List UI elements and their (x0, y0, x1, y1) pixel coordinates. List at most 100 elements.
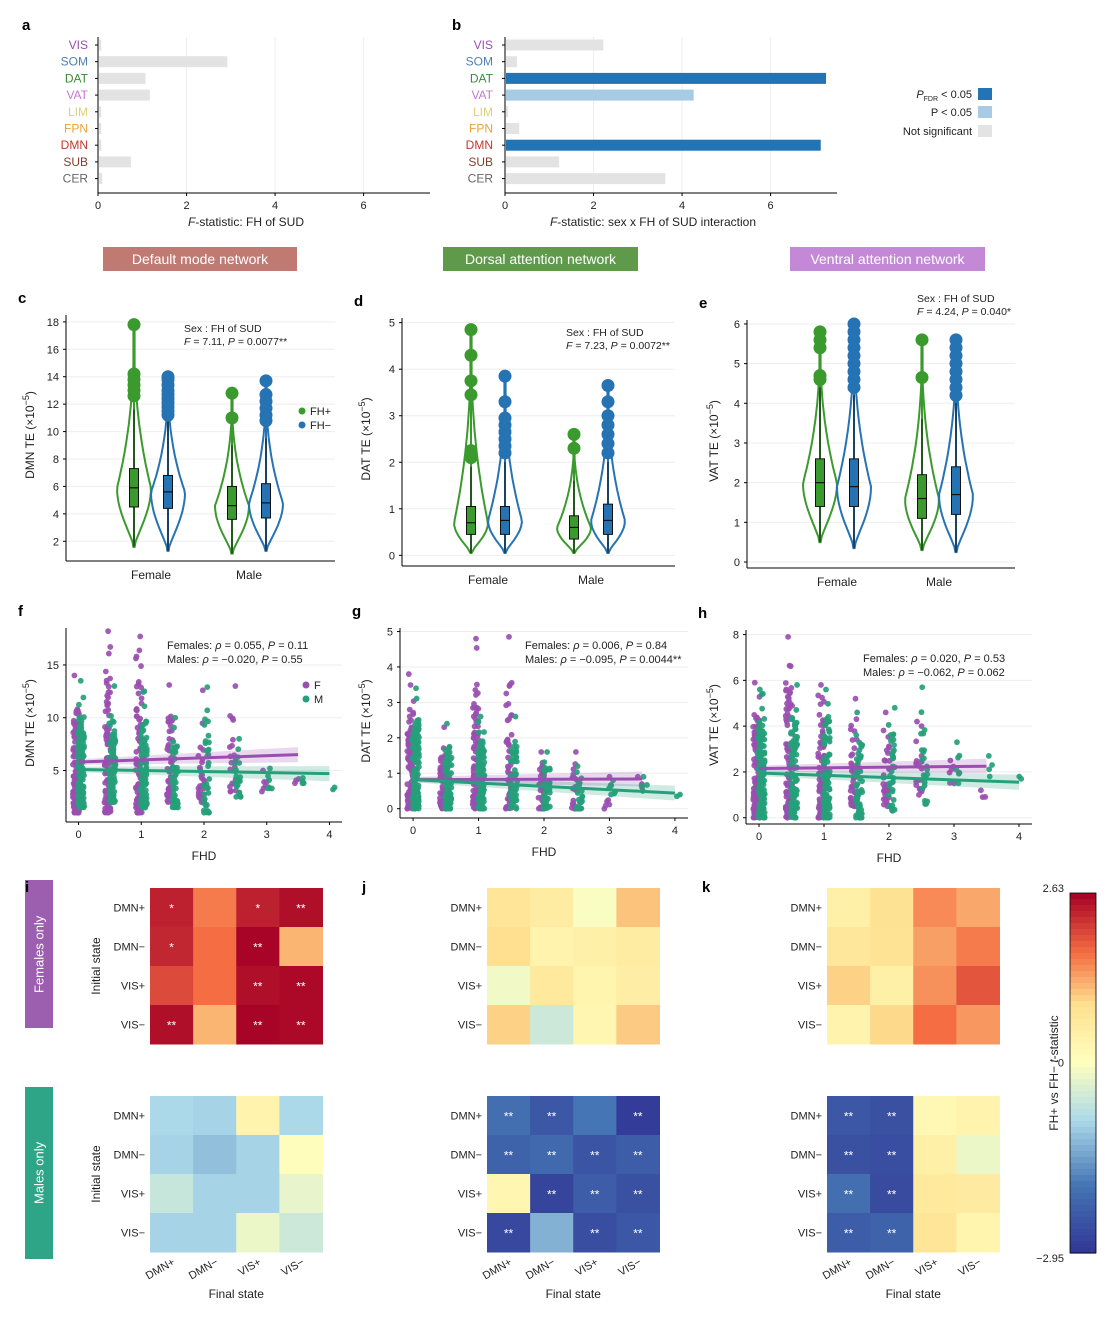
y-tick-label-c-16: 16 (47, 344, 59, 356)
bar-a-fpn (99, 123, 102, 134)
data-point-h-m-1-92 (792, 720, 798, 727)
data-point-g-m-0-122 (414, 739, 420, 746)
heatmap-cell-2-2-2 (573, 966, 617, 1006)
y-tick-label-c-2: 2 (53, 536, 59, 548)
colorbar-segment-55 (1070, 1223, 1096, 1230)
data-point-f-f-3-0 (166, 682, 173, 688)
data-point-h-f-3-0 (852, 695, 859, 702)
data-point-f-m-1-96 (109, 798, 116, 805)
data-point-g-f-3-0 (506, 633, 512, 640)
data-point-h-m-2-89 (826, 805, 833, 812)
data-point-h-f-5-18 (913, 778, 920, 785)
colorbar-segment-15 (1070, 983, 1096, 990)
x-tick-label-h-1: 1 (821, 831, 827, 843)
heatmap-cell-4-1-3 (956, 927, 1000, 967)
y-tick-label-g-2: 2 (387, 733, 393, 745)
data-point-g-m-4-35 (541, 766, 548, 772)
data-point-h-f-7-0 (978, 787, 984, 794)
heatmap-cell-1-3-1 (193, 1213, 237, 1253)
y-tick-label-g-1: 1 (387, 768, 393, 780)
heatmap-cell-5-0-3 (956, 1096, 1000, 1136)
y-tick-label-c-14: 14 (47, 372, 59, 384)
data-point-f-m-3-7 (170, 738, 177, 745)
colorbar-segment-44 (1070, 1157, 1096, 1164)
data-point-g-m-0-130 (409, 735, 416, 741)
data-point-g-m-4-34 (544, 804, 551, 811)
bar-a-dat (99, 72, 146, 84)
y-axis-title-h: VAT TE (×10−5) (705, 684, 721, 766)
heatmap-cell-4-1-0 (827, 927, 871, 967)
colorbar-segment-0 (1070, 893, 1096, 900)
panel-label-g: g (352, 603, 361, 620)
data-point-f-f-5-6 (230, 736, 236, 743)
heatmap-row-label-3-3: VIS− (458, 1228, 482, 1240)
data-point-g-f-2-0 (473, 635, 479, 642)
data-point-h-m-5-13 (921, 779, 928, 786)
x-axis-title-h: FHD (877, 851, 902, 865)
data-point-h-f-0-93 (750, 785, 757, 792)
outlier-d-3-3 (601, 418, 615, 432)
heatmap-cell-5-0-0 (827, 1096, 871, 1136)
data-point-f-m-5-18 (236, 789, 243, 796)
data-point-h-f-1-25 (782, 680, 789, 686)
colorbar-frame (1069, 892, 1097, 1254)
heatmap-cell-0-1-0 (150, 927, 194, 967)
heatmap-x-title-5: Final state (886, 1287, 942, 1301)
heatmap-cell-2-0-0 (487, 888, 531, 928)
heatmap-cell-2-3-2 (573, 1005, 617, 1045)
panel-label-h: h (698, 605, 707, 622)
data-point-h-f-5-16 (913, 760, 920, 767)
significance-star-0-3-0: ** (167, 1019, 177, 1033)
data-point-g-m-0-111 (412, 750, 419, 757)
category-label-b-sub: SUB (468, 155, 493, 169)
banner-ventral-attention-network: Ventral attention network (790, 247, 985, 271)
data-point-f-m-6-6 (266, 777, 273, 783)
data-point-f-m-2-10 (138, 733, 144, 740)
data-point-f-f-3-37 (164, 797, 171, 804)
data-point-g-m-5-21 (577, 799, 584, 806)
data-point-g-m-0-102 (416, 763, 422, 770)
heatmap-cell-2-2-1 (530, 966, 574, 1006)
data-point-h-m-0-134 (755, 735, 762, 742)
data-point-f-m-0-134 (78, 737, 84, 743)
data-point-h-m-1-84 (788, 743, 795, 750)
data-point-f-m-1-86 (110, 747, 116, 754)
y-tick-label-e-2: 2 (734, 478, 740, 490)
data-point-g-f-0-116 (405, 764, 412, 770)
data-point-g-m-3-52 (511, 797, 518, 804)
colorbar-segment-50 (1070, 1193, 1096, 1200)
data-point-h-m-2-92 (822, 755, 829, 761)
data-point-h-m-1-97 (792, 806, 798, 812)
colorbar-segment-22 (1070, 1025, 1096, 1032)
data-point-h-m-0-133 (755, 754, 762, 761)
heatmap-x-title-3: Final state (546, 1287, 602, 1301)
data-point-g-m-2-96 (476, 761, 483, 768)
heatmap-cell-2-2-0 (487, 966, 531, 1006)
significance-star-0-1-0: * (169, 941, 174, 955)
colorbar-title: FH+ vs FH− t-statistic (1047, 1015, 1061, 1130)
colorbar-segment-14 (1070, 977, 1096, 984)
data-point-h-f-4-2 (880, 727, 887, 734)
data-point-f-m-2-88 (140, 743, 147, 750)
data-point-g-m-1-94 (442, 761, 449, 768)
data-point-f-f-2-0 (137, 633, 144, 640)
data-point-h-m-2-17 (825, 713, 832, 720)
data-point-f-f-1-36 (105, 650, 112, 657)
colorbar-segment-46 (1070, 1169, 1096, 1176)
data-point-h-m-3-46 (858, 741, 864, 748)
data-point-h-m-2-98 (821, 739, 827, 745)
annotation-c-0: Sex : FH of SUD (184, 323, 262, 335)
data-point-g-m-4-19 (541, 759, 548, 766)
outlier-c-2-0 (225, 411, 239, 425)
heatmap-cell-5-3-3 (956, 1213, 1000, 1253)
data-point-g-m-2-81 (480, 789, 487, 796)
category-label-a-dmn: DMN (61, 138, 88, 152)
data-point-f-m-2-28 (141, 703, 148, 710)
data-point-g-m-1-75 (443, 756, 450, 762)
outlier-e-3-7 (949, 333, 963, 347)
colorbar-segment-21 (1070, 1019, 1096, 1026)
heatmap-cell-5-1-3 (956, 1135, 1000, 1175)
data-point-h-m-5-20 (920, 772, 927, 779)
heatmap-row-label-4-1: DMN− (791, 942, 822, 954)
x-axis-title-a: F-statistic: FH of SUD (188, 215, 304, 229)
